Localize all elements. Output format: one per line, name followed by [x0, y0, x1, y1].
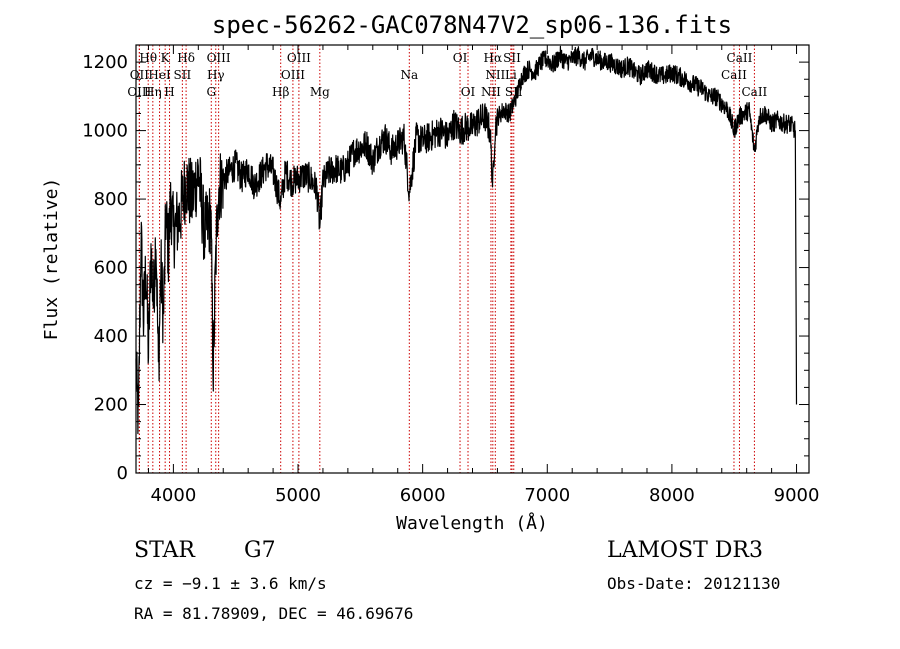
line-label: CaII — [741, 85, 767, 99]
spectrum-line — [135, 45, 798, 435]
y-tick-label: 1200 — [82, 52, 128, 73]
y-tick-label: 800 — [94, 189, 128, 210]
coordinates: RA = 81.78909, DEC = 46.69676 — [134, 604, 414, 623]
y-axis-label: Flux (relative) — [41, 178, 62, 341]
object-subclass: G7 — [244, 538, 276, 563]
line-label: OII — [130, 68, 150, 82]
x-tick-label: 8000 — [649, 485, 695, 506]
line-label: HeI — [148, 68, 171, 82]
y-tick-label: 400 — [94, 326, 128, 347]
x-tick-label: 9000 — [774, 485, 820, 506]
survey-name: LAMOST DR3 — [607, 538, 763, 563]
line-label: OIII — [127, 85, 151, 99]
y-axis: 0 200 400 600 800 1000 1200 — [82, 44, 809, 484]
x-tick-label: 6000 — [400, 485, 446, 506]
line-label: K — [161, 51, 171, 65]
x-tick-label: 5000 — [275, 485, 321, 506]
line-label: OI — [461, 85, 476, 99]
line-label: OIII — [287, 51, 311, 65]
y-tick-label: 1000 — [82, 121, 128, 142]
line-label: SII — [174, 68, 192, 82]
line-label: Na — [400, 68, 418, 82]
x-axis-label: Wavelength (Å) — [396, 512, 548, 534]
line-label: Hβ — [272, 85, 289, 99]
line-label: Li — [505, 68, 517, 82]
line-label: NII — [481, 85, 501, 99]
line-label: CaII — [727, 51, 753, 65]
y-tick-label: 0 — [117, 463, 128, 484]
line-label: OIII — [281, 68, 305, 82]
line-label: G — [206, 85, 216, 99]
x-tick-label: 4000 — [150, 485, 196, 506]
line-label: OIII — [207, 51, 231, 65]
line-label: OI — [453, 51, 468, 65]
line-label: CaII — [721, 68, 747, 82]
line-label: Hδ — [177, 51, 195, 65]
obs-date: Obs-Date: 20121130 — [607, 574, 781, 593]
line-label: NII — [485, 68, 505, 82]
line-markers — [138, 45, 755, 473]
line-label: Hγ — [207, 68, 225, 82]
x-tick-label: 7000 — [524, 485, 570, 506]
line-label: SII — [503, 51, 521, 65]
redshift-cz: cz = −9.1 ± 3.6 km/s — [134, 574, 327, 593]
line-label: Hθ — [139, 51, 157, 65]
plot-frame — [135, 44, 810, 474]
chart-title: spec-56262-GAC078N47V2_sp06-136.fits — [212, 11, 732, 39]
x-axis: 4000 5000 6000 7000 8000 9000 — [147, 45, 820, 506]
line-label: H — [164, 85, 174, 99]
y-tick-label: 600 — [94, 258, 128, 279]
line-label: Hη — [144, 85, 162, 99]
y-tick-label: 200 — [94, 395, 128, 416]
object-class: STAR — [134, 538, 195, 563]
line-label: Hα — [484, 51, 503, 65]
line-label: Mg — [310, 85, 330, 99]
